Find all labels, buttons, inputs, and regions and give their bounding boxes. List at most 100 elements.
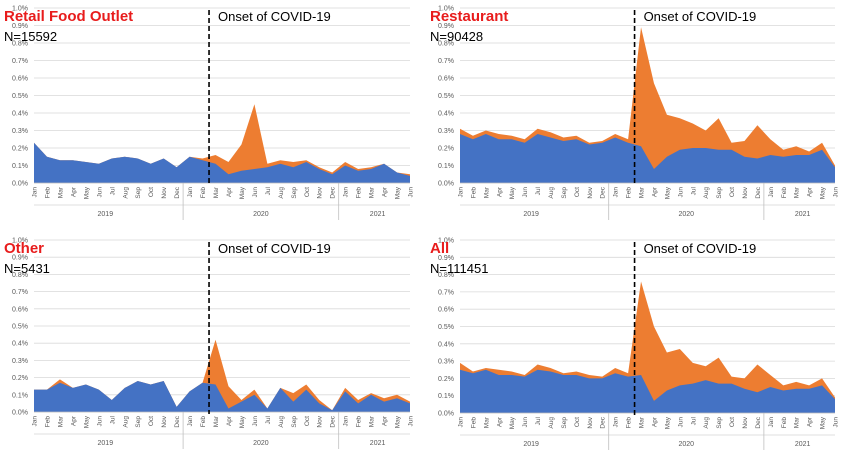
x-tick-label: Apr: [382, 415, 389, 426]
y-tick-label: 0.3%: [438, 359, 454, 366]
y-tick-label: 0.3%: [12, 128, 28, 135]
x-tick-label: Feb: [44, 416, 51, 428]
x-tick-label: Jan: [458, 417, 465, 428]
x-tick-label: Apr: [807, 416, 814, 427]
chart-title: Other: [4, 240, 44, 257]
y-tick-label: 0.0%: [438, 411, 454, 418]
x-tick-label: Dec: [755, 186, 762, 198]
x-tick-label: Oct: [148, 416, 155, 426]
x-tick-label: Mar: [369, 415, 376, 427]
x-tick-label: Apr: [496, 416, 503, 427]
y-tick-label: 0.7%: [12, 289, 28, 296]
y-tick-label: 0.7%: [438, 289, 454, 296]
x-tick-label: Jun: [252, 187, 259, 198]
x-tick-label: Jul: [265, 415, 272, 424]
x-tick-label: Feb: [470, 187, 477, 199]
x-tick-label: Nov: [742, 416, 749, 428]
y-tick-label: 0.6%: [438, 307, 454, 314]
x-tick-label: May: [395, 186, 402, 199]
y-tick-label: 1.0%: [438, 6, 454, 13]
year-label: 2021: [370, 440, 386, 447]
x-tick-label: Jun: [96, 187, 103, 198]
x-tick-label: Jan: [768, 187, 775, 198]
y-tick-label: 0.4%: [438, 341, 454, 348]
x-tick-label: Mar: [483, 186, 490, 198]
y-tick-label: 0.5%: [12, 93, 28, 100]
x-tick-label: Sep: [716, 417, 723, 429]
x-tick-label: Apr: [70, 415, 77, 426]
x-tick-label: Nov: [161, 415, 168, 427]
y-tick-label: 0.0%: [12, 410, 28, 417]
y-tick-label: 0.8%: [438, 272, 454, 279]
x-tick-label: May: [820, 416, 827, 429]
x-tick-label: Feb: [626, 187, 633, 199]
series-area-base: [34, 142, 410, 183]
x-tick-label: Nov: [161, 186, 168, 198]
x-tick-label: Jan: [613, 187, 620, 198]
y-tick-label: 0.3%: [438, 128, 454, 135]
chart-title: Retail Food Outlet: [4, 8, 133, 25]
x-tick-label: Jun: [408, 187, 415, 198]
year-label: 2019: [98, 440, 114, 447]
x-tick-label: May: [395, 415, 402, 428]
year-label: 2021: [795, 211, 811, 218]
chart-panel-other: 0.0% 0.1% 0.2% 0.3% 0.4% 0.5% 0.6% 0.7% 0.8% 0.9%…: [0, 232, 420, 462]
x-tick-label: Jun: [833, 187, 840, 198]
restaurant-chart: 0.0% 0.1% 0.2% 0.3% 0.4% 0.5% 0.6% 0.7% 0.8% 0.9%…: [430, 6, 840, 220]
y-tick-label: 0.1%: [12, 392, 28, 399]
covid-onset-annotation: Onset of COVID-19: [644, 9, 757, 24]
chart-panel-all: 0.0% 0.1% 0.2% 0.3% 0.4% 0.5% 0.6% 0.7% 0.8% 0.9%…: [425, 232, 850, 462]
year-label: 2020: [679, 441, 695, 448]
x-tick-label: Aug: [122, 187, 129, 199]
x-tick-label: Dec: [600, 186, 607, 198]
y-tick-label: 0.1%: [12, 163, 28, 170]
x-tick-label: Apr: [496, 186, 503, 197]
x-tick-label: May: [239, 415, 246, 428]
chart-title: Restaurant: [430, 8, 508, 25]
x-tick-label: May: [664, 186, 671, 199]
x-tick-label: Dec: [755, 416, 762, 428]
x-tick-label: Oct: [304, 187, 311, 197]
x-tick-label: Feb: [200, 416, 207, 428]
x-tick-label: Jan: [343, 416, 350, 427]
y-tick-label: 0.8%: [12, 272, 28, 279]
chart-panel-restaurant: 0.0% 0.1% 0.2% 0.3% 0.4% 0.5% 0.6% 0.7% 0.8% 0.9%…: [425, 0, 850, 228]
y-tick-label: 0.7%: [438, 58, 454, 65]
y-tick-label: 0.7%: [12, 58, 28, 65]
x-tick-label: Mar: [483, 416, 490, 428]
x-tick-label: Apr: [226, 186, 233, 197]
x-tick-label: Feb: [356, 187, 363, 199]
chart-subtitle: N=5431: [4, 261, 50, 276]
x-tick-label: Apr: [651, 186, 658, 197]
x-tick-label: Feb: [44, 187, 51, 199]
x-tick-label: Nov: [742, 186, 749, 198]
x-tick-label: Feb: [781, 187, 788, 199]
x-tick-label: Feb: [200, 187, 207, 199]
x-tick-label: Jan: [613, 417, 620, 428]
x-tick-label: Sep: [135, 416, 142, 428]
x-tick-label: Nov: [587, 416, 594, 428]
retail-food-outlet-chart: 0.0% 0.1% 0.2% 0.3% 0.4% 0.5% 0.6% 0.7% 0.8% 0.9%…: [4, 6, 415, 220]
series-area-base: [34, 381, 410, 412]
y-tick-label: 0.6%: [12, 76, 28, 83]
x-tick-label: Jun: [96, 416, 103, 427]
x-tick-label: Dec: [174, 186, 181, 198]
y-tick-label: 0.9%: [12, 23, 28, 30]
y-tick-label: 0.4%: [12, 111, 28, 118]
covid-onset-annotation: Onset of COVID-19: [218, 9, 331, 24]
x-tick-label: Jun: [522, 187, 529, 198]
year-label: 2020: [253, 211, 269, 218]
x-tick-label: Aug: [703, 187, 710, 199]
x-tick-label: Jun: [252, 416, 259, 427]
y-tick-label: 1.0%: [12, 6, 28, 13]
x-tick-label: Oct: [304, 416, 311, 426]
x-tick-label: Aug: [278, 416, 285, 428]
x-tick-label: Feb: [356, 416, 363, 428]
x-tick-label: Nov: [587, 186, 594, 198]
x-tick-label: Feb: [626, 417, 633, 429]
x-tick-label: Jan: [187, 187, 194, 198]
x-tick-label: Sep: [291, 416, 298, 428]
x-tick-label: Dec: [600, 416, 607, 428]
y-tick-label: 0.9%: [12, 255, 28, 262]
year-label: 2019: [523, 211, 539, 218]
